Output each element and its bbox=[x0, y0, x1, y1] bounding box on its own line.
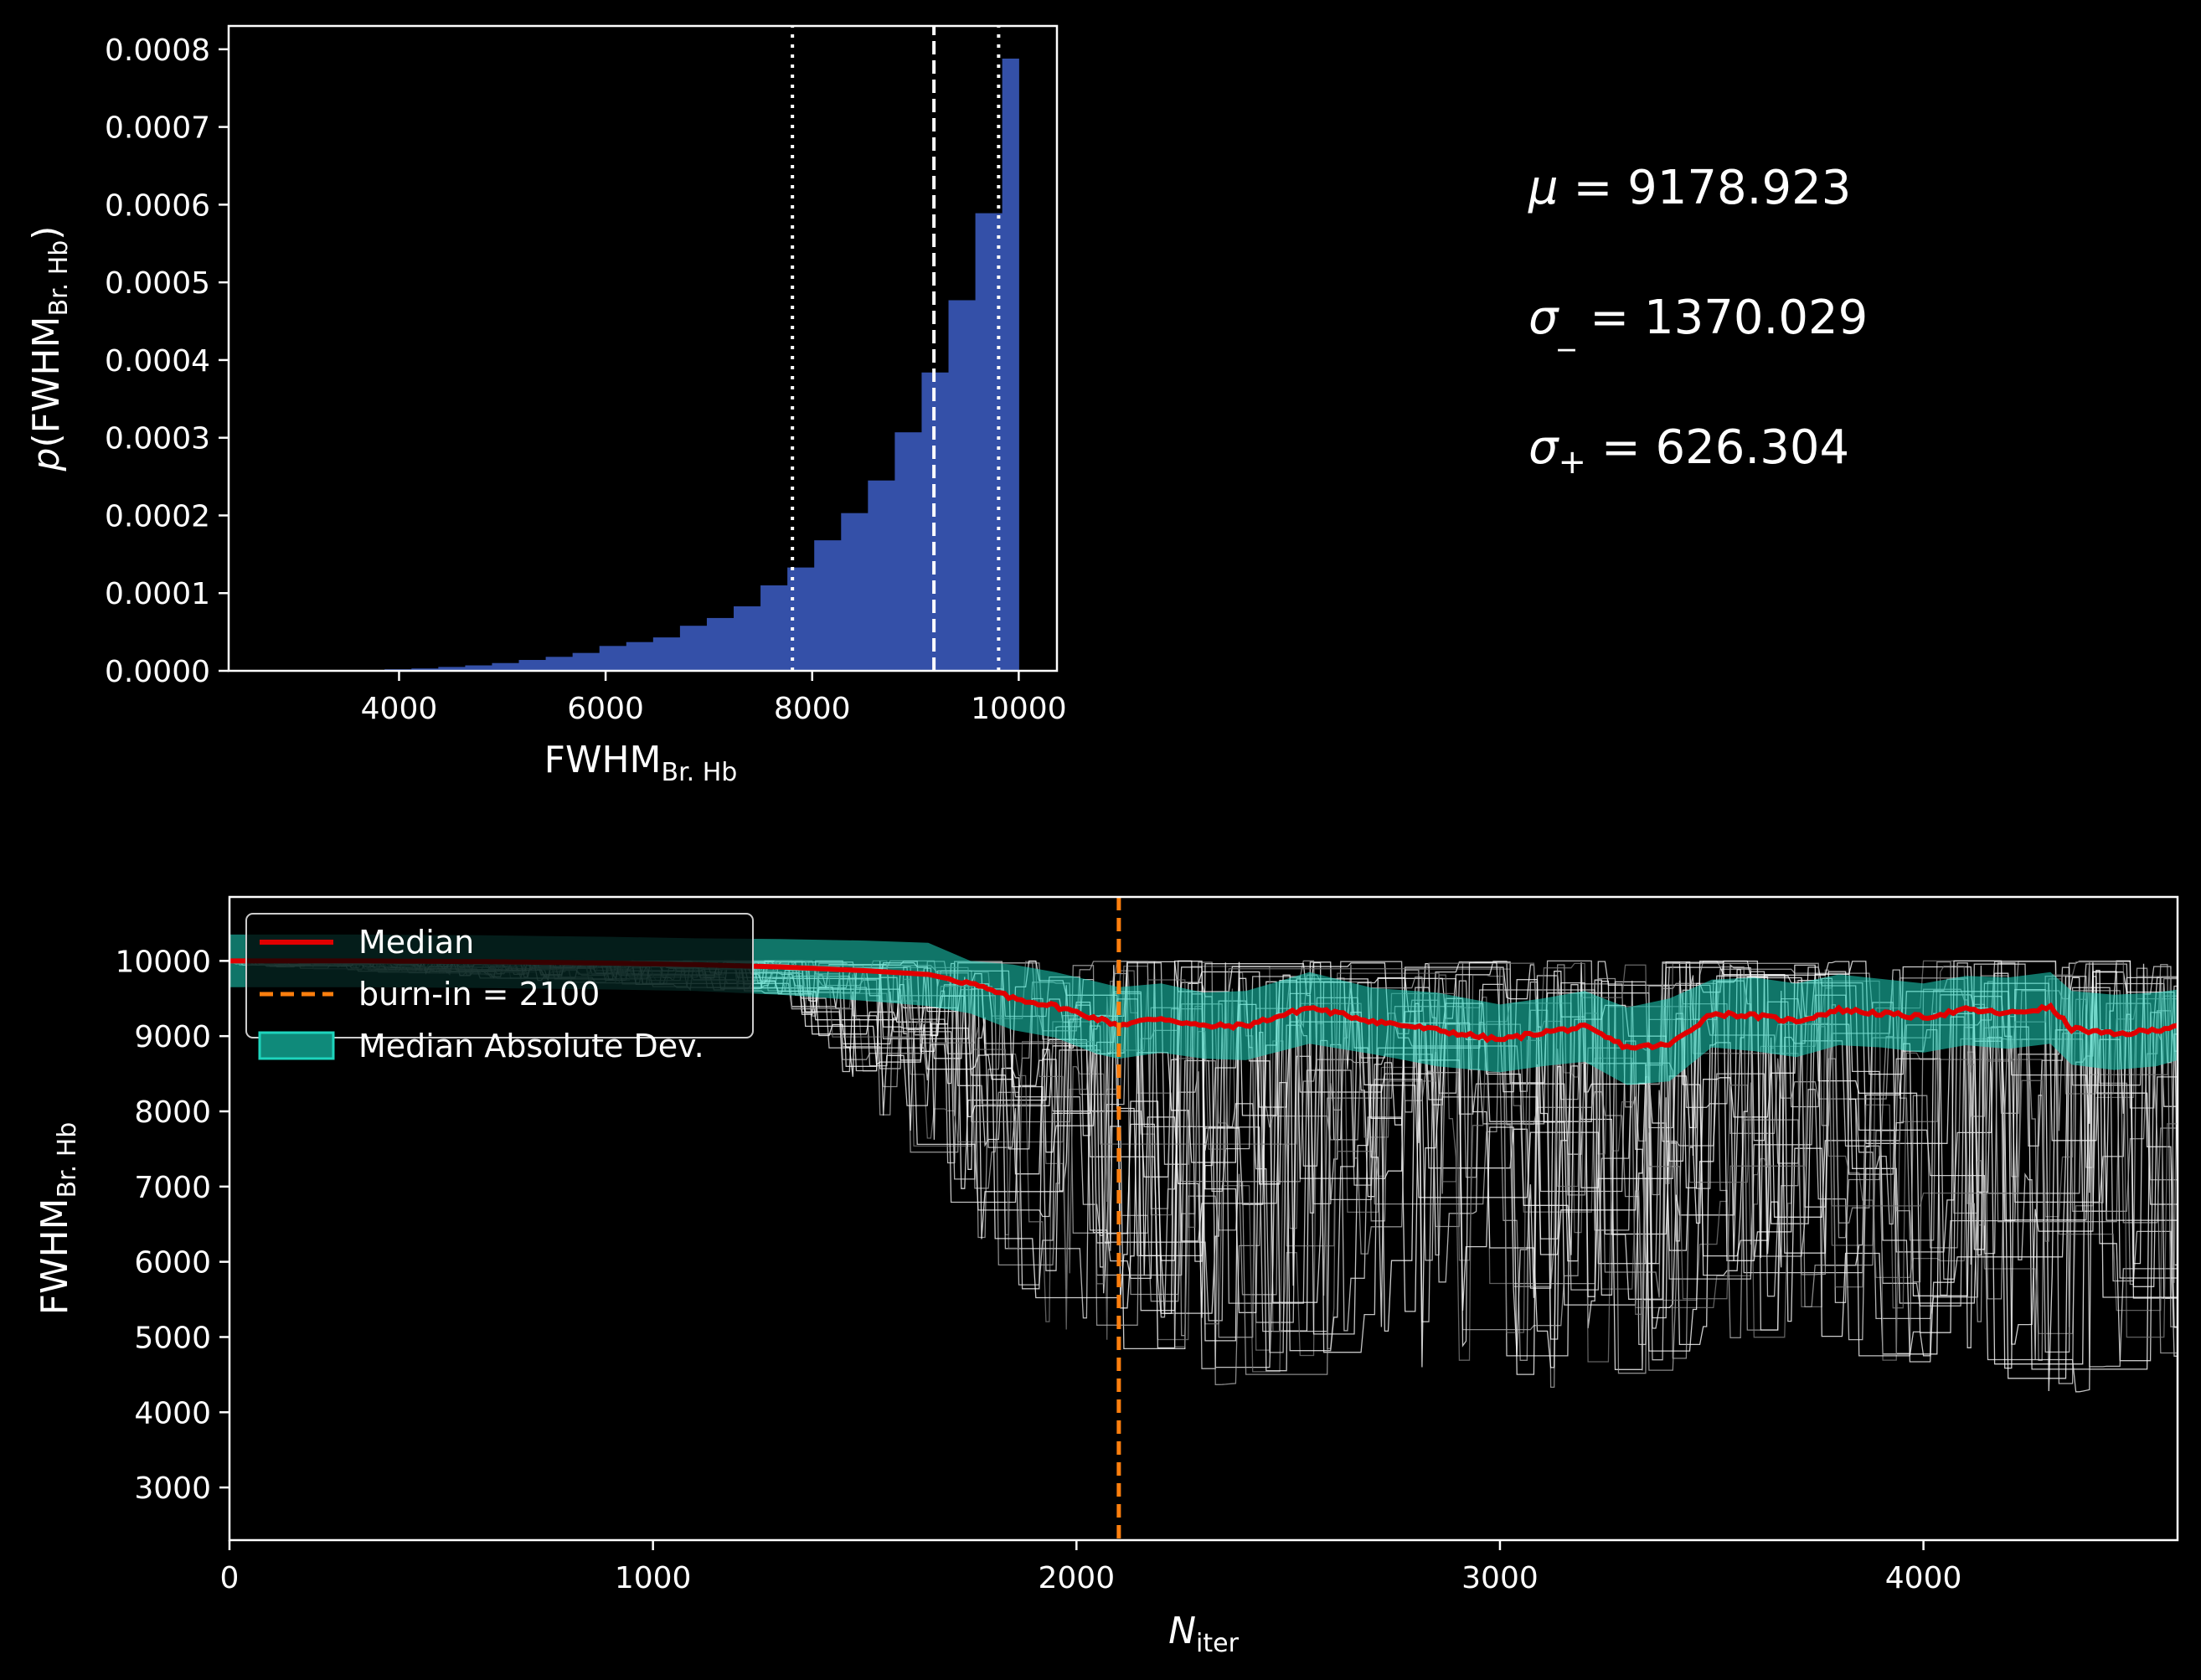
trace-legend: Median burn-in = 2100 Median Absolute De… bbox=[245, 913, 754, 1064]
histogram-bar bbox=[760, 585, 788, 671]
trace-y-ticks: 3000 4000 5000 6000 7000 8000 9000 10000 bbox=[115, 945, 229, 1506]
legend-box bbox=[245, 913, 754, 1038]
histogram-bar bbox=[626, 642, 654, 671]
y-tick-label: 4000 bbox=[134, 1396, 211, 1430]
histogram-bar bbox=[492, 662, 520, 671]
posterior-statistics: μ = 9178.923 σ_ = 1370.029 σ+ = 626.304 bbox=[1528, 161, 1868, 482]
y-tick-label: 10000 bbox=[115, 945, 211, 979]
histogram-percentile-lines bbox=[791, 26, 1001, 671]
histogram-y-axis-label: p(FWHMBr. Hb) bbox=[25, 226, 74, 472]
sigma-plus-stat: σ+ = 626.304 bbox=[1528, 420, 1849, 482]
histogram-bar bbox=[411, 668, 439, 671]
y-tick-label: 0.0001 bbox=[105, 577, 210, 611]
histogram-bar bbox=[975, 213, 1003, 671]
x-tick-label: 3000 bbox=[1461, 1561, 1539, 1595]
legend-mad-label: Median Absolute Dev. bbox=[358, 1028, 704, 1064]
histogram-x-axis-label: FWHMBr. Hb bbox=[544, 739, 738, 787]
legend-burnin-label: burn-in = 2100 bbox=[358, 976, 600, 1013]
mean-stat: μ = 9178.923 bbox=[1528, 161, 1851, 215]
trace-x-ticks: 0 1000 2000 3000 4000 bbox=[220, 1540, 1962, 1595]
x-tick-label: 10000 bbox=[971, 692, 1067, 726]
x-tick-label: 1000 bbox=[615, 1561, 692, 1595]
x-tick-label: 0 bbox=[220, 1561, 240, 1595]
histogram-bars bbox=[358, 58, 1019, 671]
histogram-y-ticks: 0.0000 0.0001 0.0002 0.0003 0.0004 0.0005 0.00… bbox=[105, 33, 229, 689]
y-tick-label: 7000 bbox=[134, 1171, 211, 1205]
legend-mad-swatch bbox=[258, 1031, 335, 1060]
histogram-bar bbox=[734, 606, 761, 671]
y-tick-label: 6000 bbox=[134, 1246, 211, 1281]
y-tick-label: 9000 bbox=[134, 1020, 211, 1054]
x-tick-label: 2000 bbox=[1038, 1561, 1115, 1595]
y-tick-label: 3000 bbox=[134, 1471, 211, 1506]
histogram-bar bbox=[948, 300, 977, 671]
y-tick-label: 8000 bbox=[134, 1095, 211, 1130]
x-tick-label: 6000 bbox=[567, 692, 644, 726]
trace-axes-frame bbox=[228, 895, 2179, 1542]
histogram-bar bbox=[894, 432, 922, 671]
histogram-bar bbox=[465, 665, 492, 671]
histogram-bar bbox=[841, 513, 869, 671]
histogram-bar bbox=[652, 637, 681, 671]
histogram-bar bbox=[814, 540, 842, 671]
trace-x-axis-label: Niter bbox=[1168, 1610, 1239, 1658]
x-tick-label: 8000 bbox=[774, 692, 851, 726]
y-tick-label: 0.0003 bbox=[105, 422, 210, 456]
histogram-bar bbox=[599, 646, 627, 671]
sigma-minus-stat: σ_ = 1370.029 bbox=[1528, 291, 1868, 352]
y-tick-label: 0.0004 bbox=[105, 344, 210, 379]
y-tick-label: 0.0000 bbox=[105, 655, 210, 689]
x-tick-label: 4000 bbox=[1885, 1561, 1962, 1595]
histogram-bar bbox=[545, 657, 574, 671]
histogram-bar bbox=[518, 660, 547, 671]
trace-y-axis-label: FWHMBr. Hb bbox=[34, 1122, 82, 1316]
legend-median-label: Median bbox=[358, 924, 474, 961]
histogram-bar bbox=[868, 480, 895, 671]
histogram-bar bbox=[438, 667, 466, 671]
y-tick-label: 0.0002 bbox=[105, 499, 210, 533]
histogram-bar bbox=[706, 617, 735, 671]
histogram-bar bbox=[679, 626, 708, 671]
histogram-x-ticks: 4000 6000 8000 10000 bbox=[361, 671, 1067, 726]
histogram-bar bbox=[572, 652, 601, 671]
histogram-bar bbox=[1002, 58, 1019, 671]
histogram-panel: 4000 6000 8000 10000 0.00000.00010.00020.00… bbox=[25, 24, 1067, 787]
y-tick-label: 0.0005 bbox=[105, 266, 210, 301]
histogram-axes-frame bbox=[227, 24, 1059, 673]
y-tick-label: 0.0006 bbox=[105, 188, 210, 223]
y-tick-label: 0.0008 bbox=[105, 33, 210, 68]
x-tick-label: 4000 bbox=[361, 692, 438, 726]
y-tick-label: 5000 bbox=[134, 1321, 211, 1355]
trace-panel: 0 1000 2000 3000 4000 3000 4000 5000 6000 7000 80… bbox=[34, 895, 2179, 1658]
y-tick-label: 0.0007 bbox=[105, 111, 210, 146]
